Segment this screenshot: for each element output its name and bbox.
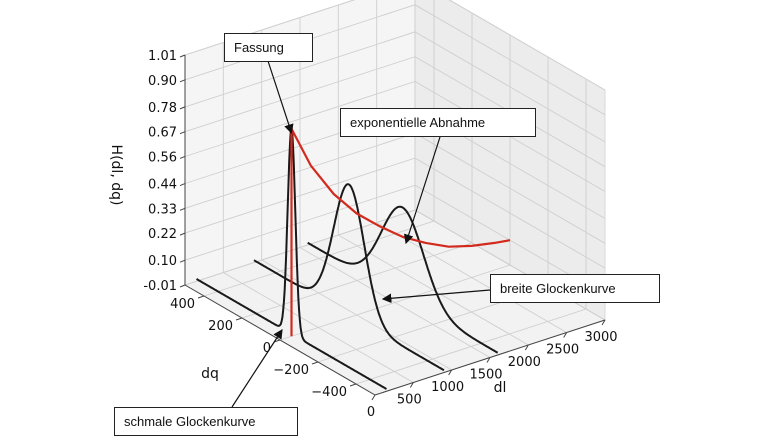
arrow-breite-glockenkurve [381,289,491,304]
z-tick-label: 0.33 [148,202,177,217]
z-tick-mark [179,284,186,288]
z-tick-mark [179,259,186,263]
arrow-schmale-glockenkurve [231,328,283,408]
dq-tick-mark [311,361,319,365]
z-tick-mark [179,156,186,159]
dl-tick-label: 3000 [584,330,617,345]
dq-tick-mark [349,383,357,387]
dl-grid-line [299,17,491,358]
z-tick-label: 0.78 [148,101,177,116]
z-tick-label: 0.10 [148,254,177,269]
z-tick-label: 0.67 [148,126,177,141]
dq-tick-label: 400 [170,297,195,312]
dl-tick-mark [371,394,376,401]
dl-grid-line [222,42,414,383]
arrow-exponentielle-abnahme [403,136,441,245]
z-tick-mark [179,106,186,110]
dl-tick-label: 1000 [431,380,464,395]
exponential-decay-series [290,127,511,337]
z-tick-mark [179,79,186,83]
z-tick-mark [179,54,186,58]
z-tick-mark [179,183,186,186]
dl-tick-mark [486,357,491,363]
dq-grid-line [355,79,587,385]
z-tick-label: 1.01 [148,49,177,64]
dq-grid-line [203,0,435,297]
dl-tick-label: 500 [397,393,422,408]
bell-curve-series-2 [307,205,499,354]
dq-axis-label: dq [201,366,219,382]
z-tick-mark [179,207,186,211]
dl-tick-label: 0 [367,405,375,420]
dl-tick-mark [563,332,568,338]
annotation-breite-glockenkurve: breite Glockenkurve [490,274,660,303]
dq-tick-mark [235,317,243,321]
dl-tick-label: 1500 [469,368,502,383]
dq-tick-label: −200 [273,363,309,378]
dl-grid-line [337,5,529,346]
z-tick-label: 0.44 [148,178,177,193]
z-tick-label: 0.56 [148,150,177,165]
dl-tick-mark [524,344,529,351]
dq-tick-label: −400 [311,385,347,400]
z-tick-mark [179,232,186,236]
z-tick-label: -0.01 [143,279,177,294]
dl-tick-label: 2500 [546,343,579,358]
dq-tick-label: 200 [208,319,233,334]
annotation-fassung: Fassung [224,33,313,62]
dl-tick-mark [601,319,606,326]
z-tick-label: 0.90 [148,74,177,89]
annotation-schmale-glockenkurve: schmale Glockenkurve [114,407,298,436]
dq-tick-mark [197,295,205,299]
dl-tick-label: 2000 [508,355,541,370]
z-tick-label: 0.22 [148,227,177,242]
dq-grid-line [241,13,473,319]
z-axis-label: H(dl, dq) [108,145,124,206]
annotation-exponentielle-abnahme: exponentielle Abnahme [340,108,536,137]
dl-axis-label: dl [494,380,507,396]
bell-curve-series-1 [253,183,445,372]
dq-tick-label: 0 [263,341,271,356]
arrow-fassung [267,60,294,134]
dl-tick-mark [448,369,453,376]
z-tick-mark [179,131,186,135]
dl-tick-mark [409,382,414,388]
